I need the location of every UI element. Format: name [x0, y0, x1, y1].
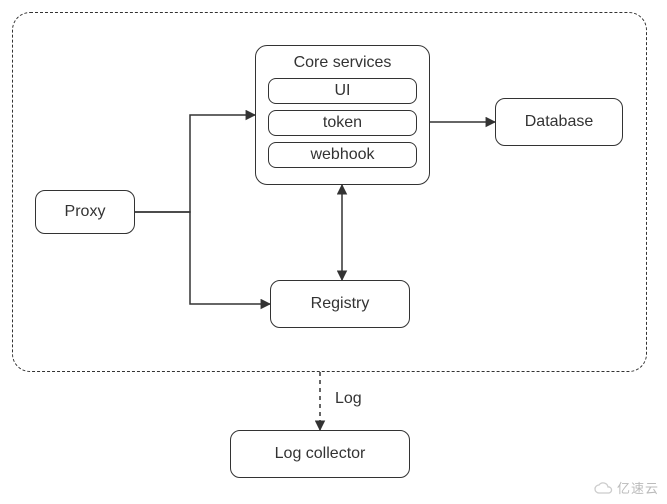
- core-title: Core services: [268, 54, 417, 72]
- node-log-collector: Log collector: [230, 430, 410, 478]
- edge-label-log: Log: [335, 390, 362, 408]
- core-item-token: token: [268, 110, 417, 136]
- core-item-ui: UI: [268, 78, 417, 104]
- node-registry: Registry: [270, 280, 410, 328]
- node-registry-label: Registry: [311, 295, 370, 313]
- node-proxy: Proxy: [35, 190, 135, 234]
- core-item-webhook: webhook: [268, 142, 417, 168]
- node-database: Database: [495, 98, 623, 146]
- core-item-webhook-label: webhook: [310, 146, 374, 163]
- core-item-token-label: token: [323, 114, 362, 131]
- node-database-label: Database: [525, 113, 594, 131]
- core-item-ui-label: UI: [335, 82, 351, 99]
- node-proxy-label: Proxy: [65, 203, 106, 221]
- node-log-collector-label: Log collector: [275, 445, 366, 463]
- watermark: 亿速云: [593, 478, 659, 498]
- node-core-services: Core services UI token webhook: [255, 45, 430, 185]
- watermark-text: 亿速云: [617, 481, 659, 496]
- cloud-icon: [593, 481, 613, 498]
